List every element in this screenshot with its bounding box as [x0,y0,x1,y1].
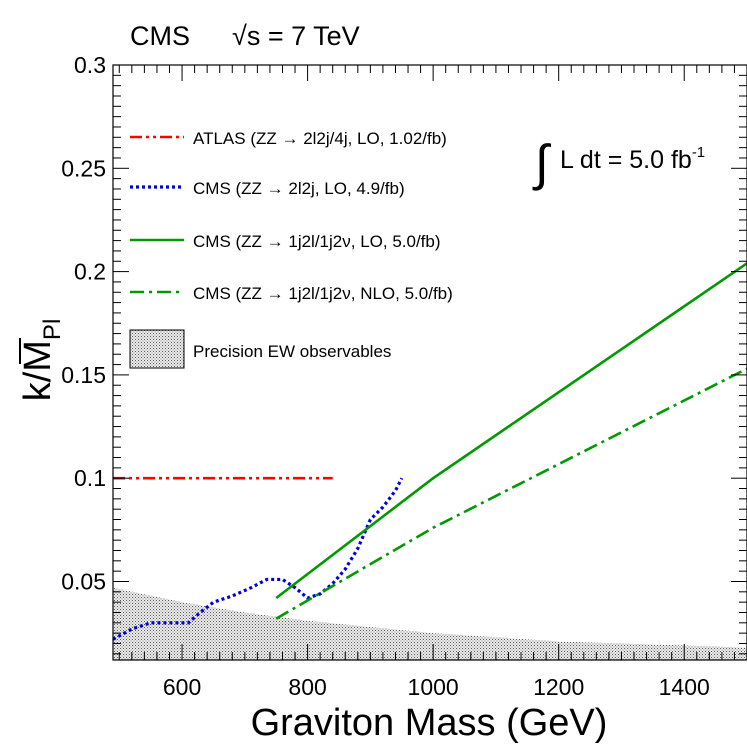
legend-label-2: CMS (ZZ → 1j2l/1j2ν, LO, 5.0/fb) [193,232,441,251]
experiment-label: CMS [130,21,190,51]
svg-text:k/MPl: k/MPl [17,319,66,402]
legend-label-1: CMS (ZZ → 2l2j, LO, 4.9/fb) [193,179,405,198]
y-tick-label: 0.1 [74,465,106,491]
legend-label-ew: Precision EW observables [193,342,391,361]
series-line-3 [276,369,747,619]
x-axis-title: Graviton Mass (GeV) [251,702,608,744]
y-tick-label: 0.25 [61,155,106,181]
y-axis-title: k/MPl [17,319,66,402]
y-axis-title-sub: Pl [39,319,66,340]
x-tick-label: 1200 [533,674,584,700]
precision-ew-excluded-band [113,588,747,660]
y-tick-label: 0.2 [74,259,106,285]
x-tick-label: 1400 [659,674,710,700]
legend-label-3: CMS (ZZ → 1j2l/1j2ν, NLO, 5.0/fb) [193,284,453,303]
x-tick-label: 1000 [408,674,459,700]
integral-sign: ∫ [532,135,552,191]
y-axis-title-k: k/ [17,371,59,401]
x-tick-label: 600 [163,674,201,700]
y-tick-label: 0.3 [74,52,106,78]
luminosity-text: L dt = 5.0 fb-1 [560,144,705,174]
luminosity-exponent: -1 [692,144,705,161]
series-line-2 [276,263,747,598]
luminosity-annotation: ∫ L dt = 5.0 fb-1 [532,135,705,191]
legend-swatch-ew [130,330,184,368]
legend-label-0: ATLAS (ZZ → 2l2j/4j, LO, 1.02/fb) [193,129,447,148]
legend: ATLAS (ZZ → 2l2j/4j, LO, 1.02/fb) CMS (ZZ… [130,129,453,368]
energy-label: √s = 7 TeV [232,21,360,51]
y-axis-title-m: M [17,340,59,372]
y-tick-label: 0.15 [61,362,106,388]
y-tick-label: 0.05 [61,568,106,594]
x-tick-label: 800 [288,674,326,700]
